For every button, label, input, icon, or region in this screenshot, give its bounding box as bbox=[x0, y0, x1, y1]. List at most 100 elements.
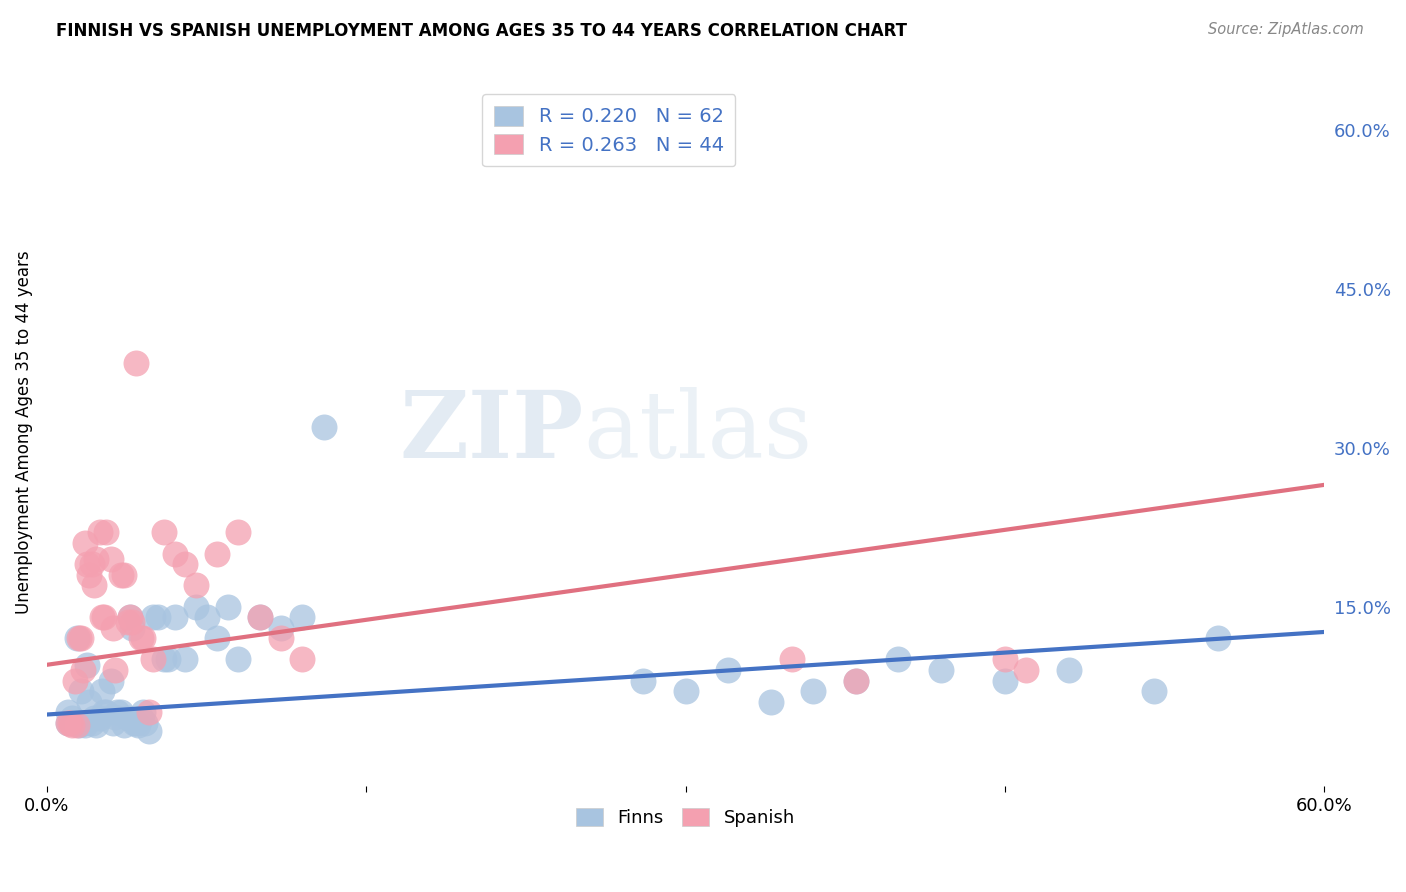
Point bbox=[122, 716, 145, 731]
Point bbox=[110, 567, 132, 582]
Point bbox=[994, 652, 1017, 666]
Point bbox=[675, 684, 697, 698]
Point bbox=[66, 632, 89, 646]
Point bbox=[67, 718, 90, 732]
Point bbox=[105, 706, 128, 720]
Point bbox=[195, 610, 218, 624]
Point bbox=[93, 706, 115, 720]
Point bbox=[801, 684, 824, 698]
Point bbox=[112, 718, 135, 732]
Point bbox=[291, 652, 314, 666]
Point bbox=[153, 652, 176, 666]
Point bbox=[138, 724, 160, 739]
Point bbox=[127, 718, 149, 732]
Point bbox=[70, 632, 93, 646]
Point bbox=[56, 706, 79, 720]
Point bbox=[91, 610, 114, 624]
Point bbox=[174, 652, 197, 666]
Point bbox=[994, 673, 1017, 688]
Point bbox=[131, 632, 153, 646]
Point bbox=[100, 673, 122, 688]
Point bbox=[59, 716, 82, 731]
Point bbox=[84, 718, 107, 732]
Point bbox=[205, 547, 228, 561]
Point bbox=[228, 652, 250, 666]
Point bbox=[146, 610, 169, 624]
Point bbox=[110, 706, 132, 720]
Point bbox=[174, 558, 197, 572]
Point bbox=[83, 578, 105, 592]
Point bbox=[80, 558, 103, 572]
Point bbox=[129, 711, 152, 725]
Point bbox=[217, 599, 239, 614]
Point bbox=[121, 621, 143, 635]
Point bbox=[125, 356, 148, 370]
Point bbox=[205, 632, 228, 646]
Point bbox=[184, 599, 207, 614]
Point bbox=[70, 684, 93, 698]
Point bbox=[63, 673, 86, 688]
Point bbox=[79, 695, 101, 709]
Point bbox=[72, 663, 94, 677]
Point bbox=[67, 632, 90, 646]
Point bbox=[184, 578, 207, 592]
Text: Source: ZipAtlas.com: Source: ZipAtlas.com bbox=[1208, 22, 1364, 37]
Point bbox=[142, 610, 165, 624]
Point bbox=[312, 419, 335, 434]
Point bbox=[1143, 684, 1166, 698]
Point bbox=[96, 525, 118, 540]
Point bbox=[75, 718, 97, 732]
Point bbox=[100, 552, 122, 566]
Point bbox=[142, 652, 165, 666]
Point bbox=[717, 663, 740, 677]
Point bbox=[93, 610, 115, 624]
Point bbox=[153, 525, 176, 540]
Point bbox=[759, 695, 782, 709]
Point bbox=[70, 716, 93, 731]
Point bbox=[163, 547, 186, 561]
Point bbox=[118, 610, 141, 624]
Point bbox=[157, 652, 180, 666]
Point bbox=[101, 621, 124, 635]
Text: atlas: atlas bbox=[583, 387, 813, 477]
Point bbox=[121, 615, 143, 630]
Point bbox=[118, 610, 141, 624]
Point bbox=[138, 706, 160, 720]
Point bbox=[291, 610, 314, 624]
Point bbox=[117, 711, 139, 725]
Point bbox=[89, 711, 111, 725]
Point bbox=[117, 615, 139, 630]
Point bbox=[228, 525, 250, 540]
Point bbox=[249, 610, 271, 624]
Point bbox=[62, 718, 84, 732]
Point bbox=[75, 536, 97, 550]
Point bbox=[56, 716, 79, 731]
Point bbox=[163, 610, 186, 624]
Point bbox=[929, 663, 952, 677]
Point bbox=[134, 716, 156, 731]
Point bbox=[101, 716, 124, 731]
Point bbox=[845, 673, 868, 688]
Point bbox=[1015, 663, 1038, 677]
Point bbox=[76, 558, 98, 572]
Point bbox=[66, 718, 89, 732]
Point bbox=[249, 610, 271, 624]
Point bbox=[79, 567, 101, 582]
Point bbox=[845, 673, 868, 688]
Point bbox=[89, 525, 111, 540]
Point bbox=[131, 706, 153, 720]
Point bbox=[631, 673, 654, 688]
Point bbox=[72, 716, 94, 731]
Y-axis label: Unemployment Among Ages 35 to 44 years: Unemployment Among Ages 35 to 44 years bbox=[15, 250, 32, 614]
Point bbox=[96, 706, 118, 720]
Point bbox=[56, 716, 79, 731]
Text: FINNISH VS SPANISH UNEMPLOYMENT AMONG AGES 35 TO 44 YEARS CORRELATION CHART: FINNISH VS SPANISH UNEMPLOYMENT AMONG AG… bbox=[56, 22, 907, 40]
Text: ZIP: ZIP bbox=[399, 387, 583, 477]
Point bbox=[1206, 632, 1229, 646]
Point bbox=[270, 621, 292, 635]
Point bbox=[112, 567, 135, 582]
Point bbox=[104, 663, 127, 677]
Point bbox=[104, 709, 127, 723]
Point bbox=[125, 716, 148, 731]
Point bbox=[129, 632, 152, 646]
